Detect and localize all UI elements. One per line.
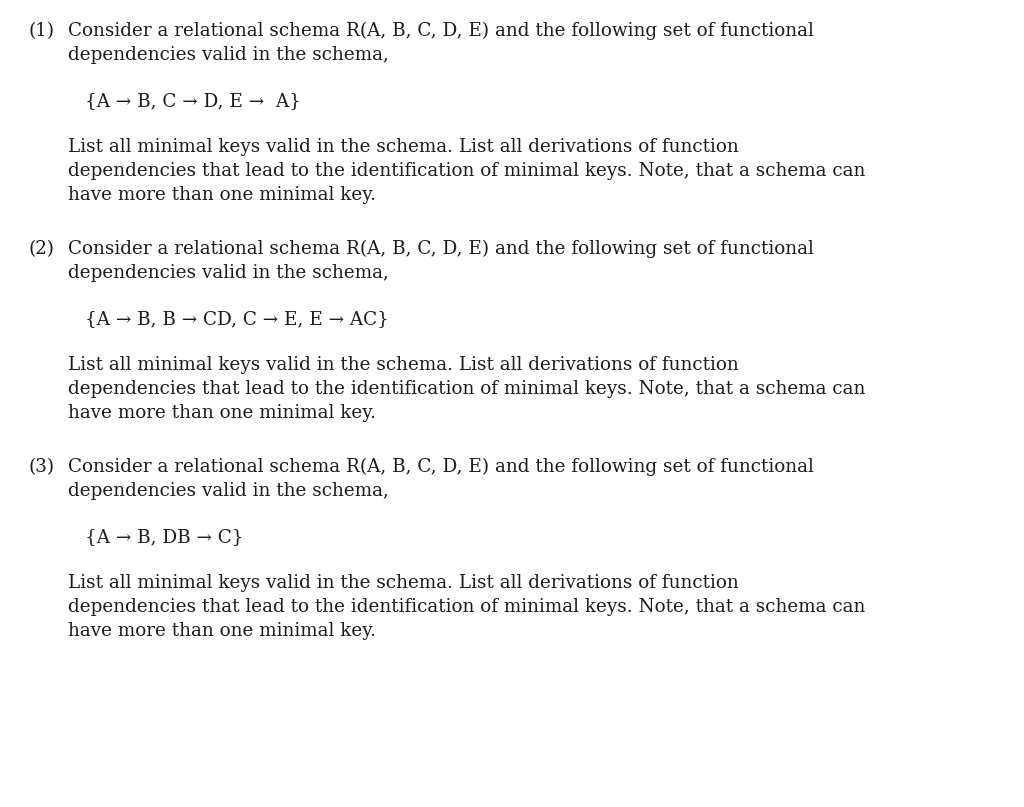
Text: have more than one minimal key.: have more than one minimal key. — [68, 186, 376, 204]
Text: dependencies valid in the schema,: dependencies valid in the schema, — [68, 46, 389, 64]
Text: {A → B, C → D, E →  A}: {A → B, C → D, E → A} — [85, 92, 301, 110]
Text: Consider a relational schema R(A, B, C, D, E) and the following set of functiona: Consider a relational schema R(A, B, C, … — [68, 458, 814, 476]
Text: Consider a relational schema R(A, B, C, D, E) and the following set of functiona: Consider a relational schema R(A, B, C, … — [68, 22, 814, 40]
Text: dependencies valid in the schema,: dependencies valid in the schema, — [68, 482, 389, 500]
Text: List all minimal keys valid in the schema. List all derivations of function: List all minimal keys valid in the schem… — [68, 138, 738, 156]
Text: dependencies that lead to the identification of minimal keys. Note, that a schem: dependencies that lead to the identifica… — [68, 380, 865, 398]
Text: (2): (2) — [28, 240, 54, 258]
Text: List all minimal keys valid in the schema. List all derivations of function: List all minimal keys valid in the schem… — [68, 574, 738, 592]
Text: dependencies valid in the schema,: dependencies valid in the schema, — [68, 264, 389, 282]
Text: have more than one minimal key.: have more than one minimal key. — [68, 622, 376, 640]
Text: (3): (3) — [28, 458, 54, 476]
Text: {A → B, B → CD, C → E, E → AC}: {A → B, B → CD, C → E, E → AC} — [85, 310, 389, 328]
Text: List all minimal keys valid in the schema. List all derivations of function: List all minimal keys valid in the schem… — [68, 356, 738, 374]
Text: {A → B, DB → C}: {A → B, DB → C} — [85, 528, 244, 546]
Text: dependencies that lead to the identification of minimal keys. Note, that a schem: dependencies that lead to the identifica… — [68, 598, 865, 616]
Text: have more than one minimal key.: have more than one minimal key. — [68, 404, 376, 422]
Text: Consider a relational schema R(A, B, C, D, E) and the following set of functiona: Consider a relational schema R(A, B, C, … — [68, 240, 814, 258]
Text: dependencies that lead to the identification of minimal keys. Note, that a schem: dependencies that lead to the identifica… — [68, 162, 865, 180]
Text: (1): (1) — [28, 22, 54, 40]
